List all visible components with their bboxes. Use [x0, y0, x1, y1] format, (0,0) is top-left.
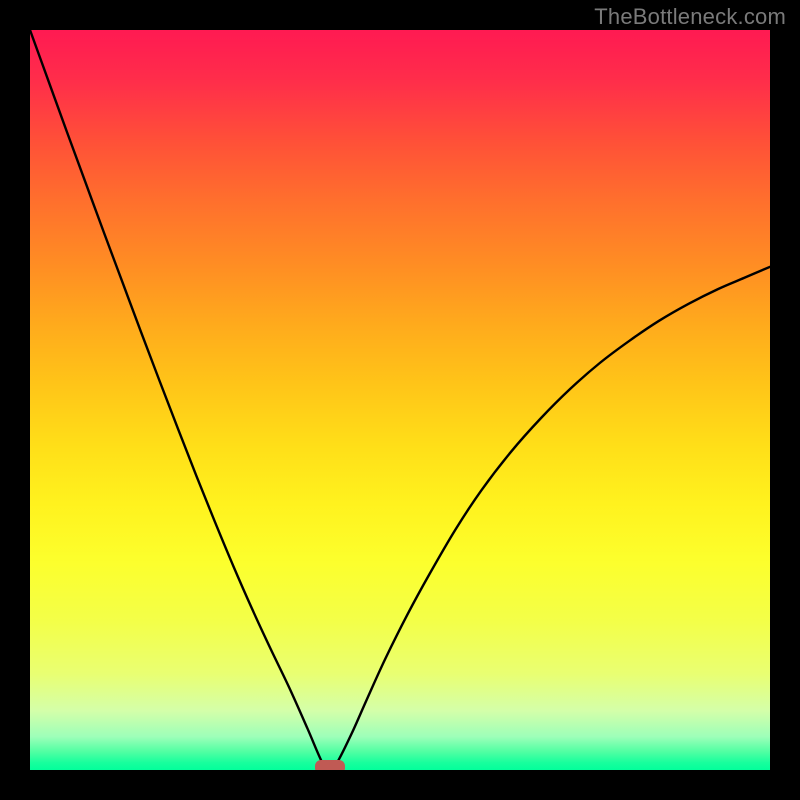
plot-area	[30, 30, 770, 770]
bottleneck-curve	[30, 30, 770, 770]
watermark-text: TheBottleneck.com	[594, 4, 786, 30]
optimal-marker	[315, 760, 345, 770]
chart-root: TheBottleneck.com	[0, 0, 800, 800]
